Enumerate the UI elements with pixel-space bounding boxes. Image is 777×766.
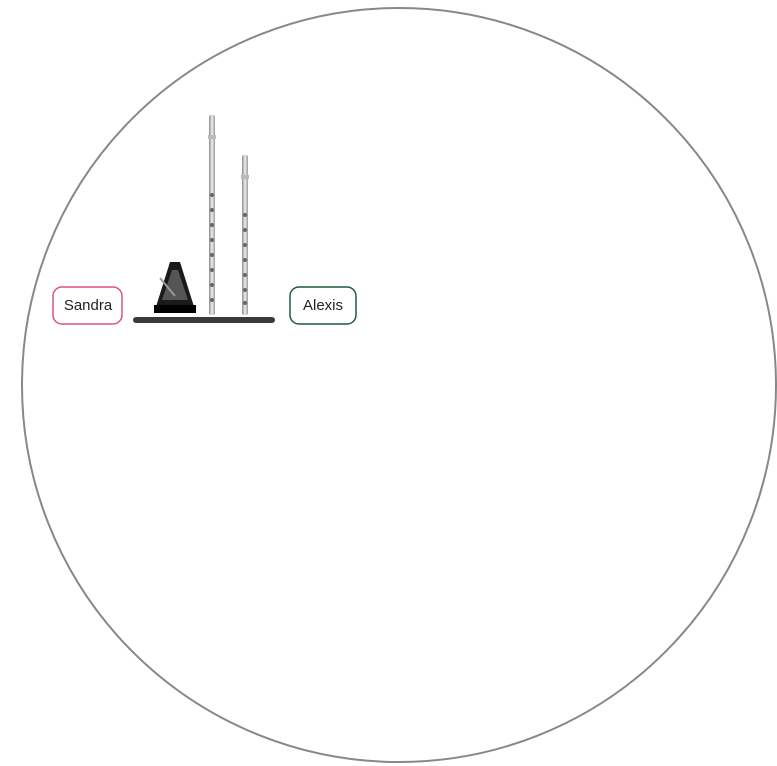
flute-tall — [208, 115, 216, 315]
metronome — [154, 262, 196, 313]
flute-short — [241, 155, 249, 315]
name-tag-box — [52, 286, 123, 325]
name-tag-box — [289, 286, 357, 325]
shelf — [133, 317, 275, 323]
name-tag: Alexis — [303, 297, 343, 314]
name-tag: Sandra — [64, 297, 113, 314]
table-circle — [21, 7, 777, 763]
